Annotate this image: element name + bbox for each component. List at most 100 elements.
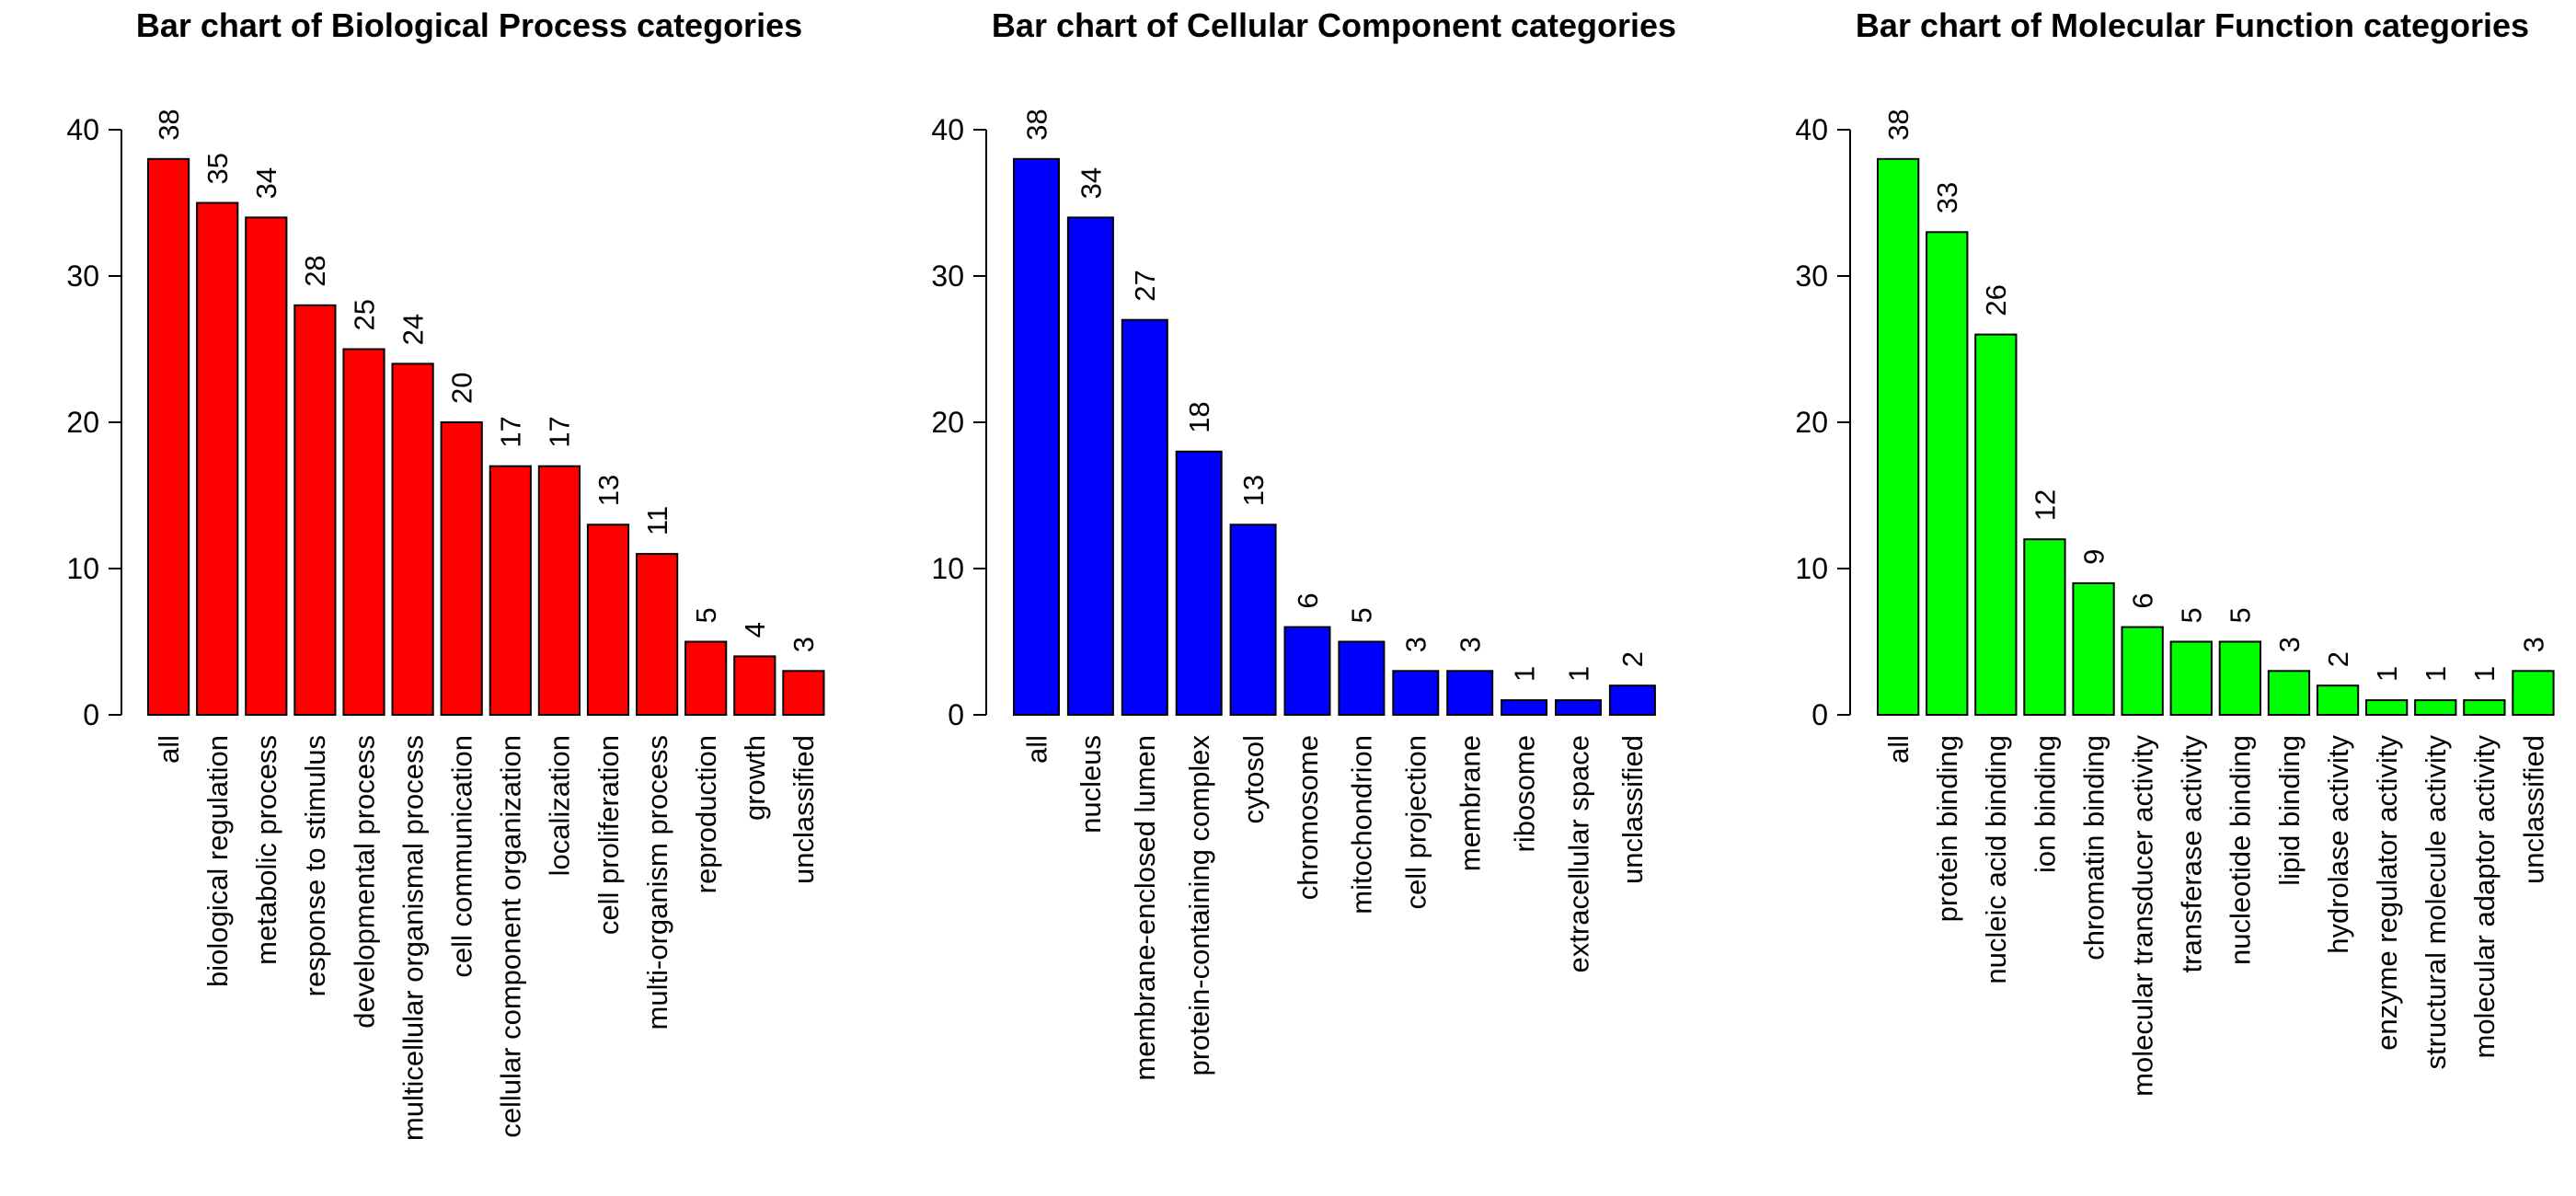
chart-title-cellular-component: Bar chart of Cellular Component categori… — [992, 6, 1676, 44]
bar-molecular-function — [2169, 640, 2213, 716]
y-tick-label: 0 — [83, 698, 99, 731]
bar-cellular-component — [1446, 670, 1494, 716]
data-label: 5 — [2176, 607, 2208, 623]
bar-biological-process — [537, 465, 581, 716]
data-label: 2 — [2322, 651, 2354, 667]
data-label: 17 — [544, 416, 576, 447]
bar-cellular-component — [1229, 523, 1277, 716]
category-label: reproduction — [690, 735, 722, 893]
category-label: structural molecule activity — [2420, 735, 2452, 1070]
category-label: nucleotide binding — [2225, 735, 2257, 965]
bar-biological-process — [391, 362, 434, 716]
category-label: growth — [739, 735, 771, 821]
data-label: 1 — [2468, 666, 2501, 682]
bar-biological-process — [293, 304, 337, 716]
y-tick-label: 10 — [66, 552, 99, 585]
data-label: 25 — [348, 299, 380, 330]
y-axis-biological-process: 0 10 20 30 40 — [66, 113, 122, 731]
category-label: cell proliferation — [592, 735, 625, 935]
bar-molecular-function — [1877, 157, 1920, 717]
bar-cellular-component — [1608, 684, 1656, 717]
data-label: 11 — [641, 506, 673, 535]
chart-cellular-component: Bar chart of Cellular Component categori… — [931, 6, 1676, 1081]
bar-molecular-function — [2414, 699, 2457, 716]
bar-cellular-component — [1175, 450, 1223, 716]
chart-title-molecular-function: Bar chart of Molecular Function categori… — [1856, 6, 2529, 44]
data-label: 3 — [788, 637, 820, 652]
data-label: 38 — [153, 109, 185, 140]
bar-biological-process — [636, 553, 679, 716]
category-label: ribosome — [1508, 735, 1540, 853]
category-label: lipid binding — [2273, 735, 2306, 886]
data-label: 12 — [2029, 489, 2061, 521]
bar-molecular-function — [1974, 333, 2018, 716]
bar-cellular-component — [1066, 216, 1114, 716]
y-axis-cellular-component: 0 10 20 30 40 — [931, 113, 987, 731]
y-tick-label: 10 — [1795, 552, 1828, 585]
data-label: 3 — [2273, 637, 2306, 652]
category-label: mitochondrion — [1346, 735, 1378, 914]
chart-title-biological-process: Bar chart of Biological Process categori… — [136, 6, 802, 44]
category-label: biological regulation — [201, 735, 234, 987]
data-label: 9 — [2077, 549, 2110, 565]
category-label: protein binding — [1931, 735, 1963, 922]
category-label: metabolic process — [250, 735, 282, 965]
category-label: nucleus — [1075, 735, 1107, 834]
bar-cellular-component — [1338, 640, 1386, 716]
category-label: cell communication — [446, 735, 478, 978]
bar-biological-process — [245, 216, 288, 716]
category-label: extracellular space — [1562, 735, 1594, 972]
data-label: 17 — [495, 416, 527, 447]
y-tick-label: 30 — [1795, 259, 1828, 293]
bar-molecular-function — [2463, 699, 2506, 716]
category-label: ion binding — [2029, 735, 2061, 873]
category-label: all — [1020, 735, 1052, 764]
data-label: 3 — [1400, 637, 1432, 652]
data-label: 24 — [397, 314, 429, 345]
data-label: 1 — [1562, 666, 1594, 682]
category-label: chromosome — [1292, 735, 1324, 900]
data-label: 34 — [1075, 167, 1107, 199]
category-label: transferase activity — [2176, 735, 2208, 973]
data-label: 38 — [1020, 109, 1052, 140]
chart-biological-process: Bar chart of Biological Process categori… — [66, 6, 825, 1141]
bar-molecular-function — [1926, 231, 1969, 717]
y-tick-label: 40 — [66, 113, 99, 146]
data-label: 27 — [1129, 270, 1161, 301]
data-label: 6 — [1292, 592, 1324, 608]
data-label: 3 — [2517, 637, 2549, 652]
data-label: 6 — [2127, 592, 2159, 608]
data-label: 2 — [1616, 651, 1649, 667]
data-label: 38 — [1882, 109, 1915, 140]
data-label: 34 — [250, 167, 282, 199]
bar-molecular-function — [2023, 538, 2066, 717]
chart-molecular-function: Bar chart of Molecular Function categori… — [1795, 6, 2555, 1097]
bar-biological-process — [684, 640, 728, 716]
y-tick-label: 10 — [931, 552, 964, 585]
category-label: chromatin binding — [2077, 735, 2110, 960]
data-label: 1 — [1508, 666, 1540, 682]
category-label: unclassified — [1616, 735, 1649, 884]
category-label: response to stimulus — [299, 735, 331, 996]
data-label: 35 — [201, 153, 234, 184]
category-label: protein-containing complex — [1183, 735, 1215, 1076]
data-label: 28 — [299, 255, 331, 286]
bar-cellular-component — [1121, 318, 1168, 716]
y-tick-label: 20 — [1795, 406, 1828, 439]
category-label: unclassified — [2517, 735, 2549, 884]
y-tick-label: 30 — [931, 259, 964, 293]
bar-biological-process — [440, 421, 483, 716]
bar-molecular-function — [2365, 699, 2409, 716]
category-label: cellular component organization — [495, 735, 527, 1138]
category-label: molecular transducer activity — [2127, 735, 2159, 1097]
bar-cellular-component — [1392, 670, 1440, 716]
category-label: unclassified — [788, 735, 820, 884]
category-label: developmental process — [348, 735, 380, 1029]
data-label: 5 — [1346, 607, 1378, 623]
category-label: membrane-enclosed lumen — [1129, 735, 1161, 1081]
bar-cellular-component — [1501, 699, 1548, 716]
bar-biological-process — [489, 465, 532, 716]
category-label: cytosol — [1237, 735, 1270, 823]
bar-biological-process — [782, 670, 825, 716]
